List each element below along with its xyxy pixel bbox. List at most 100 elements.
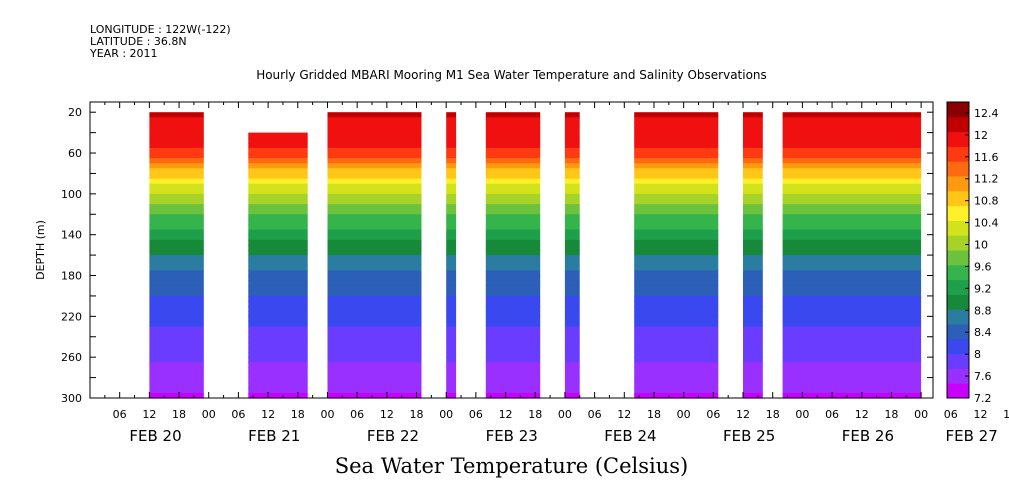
heatmap-cell (149, 193, 204, 200)
heatmap-cell (782, 132, 922, 139)
heatmap-cell (327, 244, 422, 251)
x-hour-label: 12 (617, 408, 631, 421)
heatmap-cell (485, 122, 541, 129)
heatmap-cell (743, 209, 763, 215)
heatmap-cell (564, 311, 580, 317)
heatmap-cell (149, 178, 204, 185)
heatmap-cell (327, 178, 422, 185)
heatmap-cell (248, 341, 308, 348)
heatmap-cell (564, 163, 580, 169)
heatmap-cell (248, 275, 308, 282)
heatmap-cell (149, 219, 204, 226)
x-date-label: FEB 20 (129, 427, 181, 445)
heatmap-cell (743, 387, 763, 394)
heatmap-cell (564, 255, 580, 261)
heatmap-cell (248, 239, 308, 246)
heatmap-cell (564, 173, 580, 180)
heatmap-cell (248, 352, 308, 358)
heatmap-cell (564, 382, 580, 389)
heatmap-cell (564, 199, 580, 205)
heatmap-cell (149, 311, 204, 317)
colorbar-swatch (947, 161, 969, 177)
heatmap-cell (248, 306, 308, 312)
heatmap-cell (485, 239, 541, 246)
heatmap-cell (446, 199, 457, 205)
heatmap-cell (248, 168, 308, 174)
heatmap-cell (446, 224, 457, 231)
colorbar-label: 12.4 (974, 107, 999, 120)
heatmap-cell (248, 250, 308, 256)
y-axis-label: DEPTH (m) (34, 220, 47, 280)
plot-frame (89, 101, 934, 399)
heatmap-cell (327, 372, 422, 379)
heatmap-cell (485, 234, 541, 241)
heatmap-cell (634, 382, 719, 389)
x-hour-label: 18 (1003, 408, 1009, 421)
heatmap-cell (327, 142, 422, 149)
heatmap-cell (634, 219, 719, 226)
heatmap-cell (446, 260, 457, 266)
heatmap-cell (485, 244, 541, 251)
heatmap-cell (743, 137, 763, 144)
heatmap-cell (248, 260, 308, 266)
heatmap-cell (634, 352, 719, 358)
heatmap-cell (564, 168, 580, 174)
heatmap-cell (743, 295, 763, 302)
heatmap-cell (782, 168, 922, 174)
heatmap-cell (743, 214, 763, 220)
heatmap-cell (634, 204, 719, 210)
heatmap-cell (327, 336, 422, 343)
heatmap-cell (149, 295, 204, 302)
heatmap-cell (485, 352, 541, 358)
heatmap-cell (564, 122, 580, 129)
heatmap-cell (564, 265, 580, 271)
heatmap-cell (248, 229, 308, 236)
heatmap-cell (782, 392, 922, 399)
heatmap-cell (634, 137, 719, 144)
heatmap-cell (782, 173, 922, 180)
heatmap-cell (564, 321, 580, 328)
heatmap-cell (149, 336, 204, 343)
heatmap-cell (327, 387, 422, 394)
heatmap-cell (634, 163, 719, 169)
heatmap-cell (327, 158, 422, 164)
heatmap-cell (248, 188, 308, 195)
heatmap-cell (248, 204, 308, 210)
heatmap-cell (743, 352, 763, 358)
heatmap-cell (485, 224, 541, 231)
heatmap-cell (248, 199, 308, 205)
heatmap-cell (782, 347, 922, 353)
heatmap-cell (564, 336, 580, 343)
heatmap-cell (446, 142, 457, 149)
heatmap-cell (149, 183, 204, 190)
heatmap-cell (782, 188, 922, 195)
x-hour-label: 18 (291, 408, 305, 421)
data-segment (327, 112, 422, 399)
heatmap-cell (564, 392, 580, 399)
heatmap-cell (149, 153, 204, 159)
colorbar-label: 8 (974, 348, 981, 361)
heatmap-cell (149, 316, 204, 322)
heatmap-cell (149, 255, 204, 261)
heatmap-cell (743, 117, 763, 123)
heatmap-cell (446, 147, 457, 154)
heatmap-cell (485, 188, 541, 195)
heatmap-cell (446, 250, 457, 256)
heatmap-cell (485, 219, 541, 226)
heatmap-cell (634, 193, 719, 200)
heatmap-cell (248, 265, 308, 271)
heatmap-cell (782, 301, 922, 307)
x-hour-label: 18 (410, 408, 424, 421)
heatmap-cell (446, 352, 457, 358)
heatmap-cell (564, 341, 580, 348)
x-date-label: FEB 24 (604, 427, 656, 445)
heatmap-cell (634, 142, 719, 149)
heatmap-cell (327, 341, 422, 348)
heatmap-cell (446, 158, 457, 164)
heatmap-cell (634, 173, 719, 180)
heatmap-cell (149, 280, 204, 287)
heatmap-cell (743, 392, 763, 399)
heatmap-cell (327, 255, 422, 261)
heatmap-cell (743, 341, 763, 348)
heatmap-cell (446, 229, 457, 236)
